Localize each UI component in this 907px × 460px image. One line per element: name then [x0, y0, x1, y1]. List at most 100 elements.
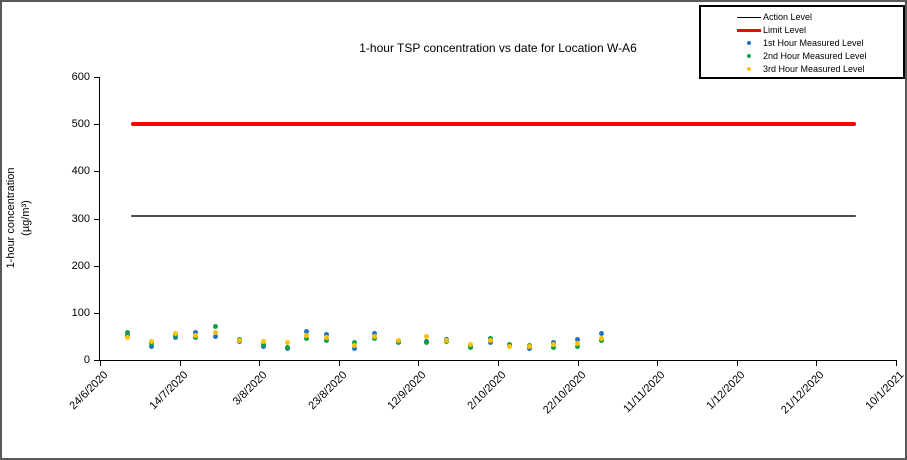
- legend-entry: 3rd Hour Measured Level: [701, 63, 903, 77]
- data-point-series3: [213, 330, 218, 335]
- data-point-series1: [324, 332, 329, 337]
- data-point-series1: [149, 344, 154, 349]
- data-point-series2: [324, 338, 329, 343]
- data-point-series2: [551, 345, 556, 350]
- x-tick-mark: [259, 360, 260, 366]
- legend-label: 1st Hour Measured Level: [763, 38, 864, 48]
- legend-label: Limit Level: [763, 25, 807, 35]
- legend-dot-icon: [747, 67, 751, 71]
- data-point-series1: [575, 337, 580, 342]
- x-tick-label: 10/1/2021: [863, 369, 907, 413]
- x-tick-mark: [498, 360, 499, 366]
- data-point-series2: [285, 345, 290, 350]
- x-tick-mark: [816, 360, 817, 366]
- data-point-series2: [261, 342, 266, 347]
- x-tick-mark: [578, 360, 579, 366]
- data-point-series2: [352, 340, 357, 345]
- y-tick-mark: [94, 266, 99, 267]
- data-point-series3: [304, 333, 309, 338]
- data-point-series2: [575, 344, 580, 349]
- data-point-series1: [372, 331, 377, 336]
- data-point-series3: [285, 340, 290, 345]
- data-point-series2: [125, 330, 130, 335]
- x-tick-mark: [737, 360, 738, 366]
- data-point-series3: [488, 338, 493, 343]
- data-point-series3: [527, 344, 532, 349]
- data-point-series3: [396, 338, 401, 343]
- data-point-series3: [324, 335, 329, 340]
- data-point-series2: [304, 336, 309, 341]
- legend-label: 3rd Hour Measured Level: [763, 64, 865, 74]
- legend-entry: 2nd Hour Measured Level: [701, 50, 903, 64]
- y-tick-mark: [94, 77, 99, 78]
- x-tick-mark: [418, 360, 419, 366]
- data-point-series3: [551, 342, 556, 347]
- limit-level-line: [131, 122, 856, 126]
- x-tick-mark: [100, 360, 101, 366]
- data-point-series3: [237, 338, 242, 343]
- y-tick-mark: [94, 124, 99, 125]
- data-point-series3: [599, 336, 604, 341]
- y-tick-mark: [94, 219, 99, 220]
- x-tick-label: 3/8/2020: [230, 369, 270, 408]
- legend-label: 2nd Hour Measured Level: [763, 51, 867, 61]
- data-point-series3: [149, 339, 154, 344]
- x-tick-label: 1/12/2020: [704, 369, 748, 413]
- legend-entry: 1st Hour Measured Level: [701, 37, 903, 51]
- legend-line-icon: [737, 17, 761, 18]
- x-tick-mark: [339, 360, 340, 366]
- data-point-series3: [575, 341, 580, 346]
- data-point-series3: [173, 331, 178, 336]
- x-tick-label: 2/10/2020: [465, 369, 509, 413]
- y-tick-mark: [94, 360, 99, 361]
- y-axis-title-line2: (µg/m³): [20, 200, 32, 236]
- data-point-series3: [352, 343, 357, 348]
- x-tick-mark: [896, 360, 897, 366]
- data-point-series1: [213, 334, 218, 339]
- data-point-series3: [372, 334, 377, 339]
- legend-entry: Action Level: [701, 11, 903, 25]
- legend: Action Level Limit Level 1st Hour Measured…: [699, 5, 905, 79]
- y-tick-label: 200: [71, 260, 90, 272]
- y-axis-title: 1-hour concentration (µg/m³): [4, 138, 36, 298]
- data-point-series3: [444, 338, 449, 343]
- x-tick-label: 12/9/2020: [385, 369, 429, 413]
- y-tick-label: 500: [71, 118, 90, 130]
- x-tick-label: 21/12/2020: [779, 369, 827, 417]
- x-tick-label: 11/11/2020: [621, 369, 668, 416]
- x-tick-mark: [180, 360, 181, 366]
- y-tick-mark: [94, 313, 99, 314]
- x-tick-label: 24/6/2020: [67, 369, 111, 413]
- y-axis-title-line1: 1-hour concentration: [5, 167, 17, 269]
- x-axis-line: [99, 360, 896, 361]
- legend-entry: Limit Level: [701, 24, 903, 38]
- x-tick-label: 23/8/2020: [306, 369, 350, 413]
- data-point-series2: [213, 324, 218, 329]
- y-tick-label: 400: [71, 165, 90, 177]
- data-point-series3: [261, 339, 266, 344]
- chart-title: 1-hour TSP concentration vs date for Loc…: [359, 41, 637, 55]
- x-tick-label: 22/10/2020: [541, 369, 589, 417]
- y-tick-mark: [94, 171, 99, 172]
- legend-dot-icon: [747, 41, 751, 45]
- y-axis-line: [99, 77, 100, 361]
- data-point-series3: [125, 335, 130, 340]
- data-point-series1: [352, 346, 357, 351]
- data-point-series3: [507, 344, 512, 349]
- data-point-series3: [193, 333, 198, 338]
- legend-line-icon: [737, 29, 761, 32]
- data-point-series1: [304, 329, 309, 334]
- legend-label: Action Level: [763, 12, 813, 22]
- y-tick-label: 0: [83, 354, 90, 366]
- data-point-series1: [599, 331, 604, 336]
- x-tick-label: 14/7/2020: [147, 369, 191, 413]
- data-point-series1: [193, 330, 198, 335]
- action-level-line: [131, 215, 856, 217]
- data-point-series2: [468, 345, 473, 350]
- legend-dot-icon: [747, 54, 751, 58]
- data-point-series3: [468, 342, 473, 347]
- y-tick-label: 600: [71, 71, 90, 83]
- x-tick-mark: [657, 360, 658, 366]
- y-tick-label: 300: [71, 213, 90, 225]
